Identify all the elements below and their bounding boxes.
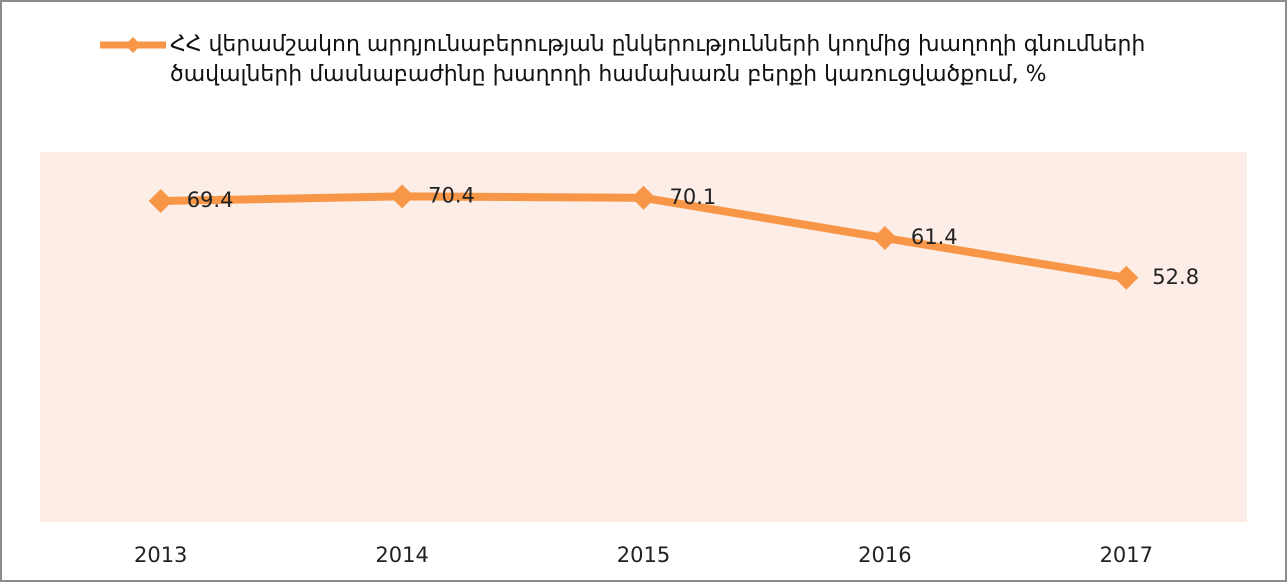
data-label: 70.4 (428, 183, 475, 207)
data-label: 69.4 (187, 188, 234, 212)
data-label: 61.4 (911, 225, 958, 249)
data-label: 52.8 (1152, 265, 1199, 289)
data-marker (1114, 265, 1139, 290)
data-marker (872, 226, 897, 251)
x-tick-label: 2013 (134, 543, 187, 567)
data-marker (631, 185, 656, 210)
plot-area (40, 152, 1247, 522)
data-label: 70.1 (670, 185, 717, 209)
x-tick-label: 2015 (617, 543, 670, 567)
data-marker (148, 189, 173, 214)
x-tick-label: 2014 (375, 543, 428, 567)
x-tick-label: 2016 (858, 543, 911, 567)
legend-label: ՀՀ վերամշակող արդյունաբերության ընկերութ… (170, 32, 1146, 87)
x-tick-label: 2017 (1100, 543, 1153, 567)
data-marker (390, 184, 415, 209)
legend-marker (125, 37, 141, 53)
